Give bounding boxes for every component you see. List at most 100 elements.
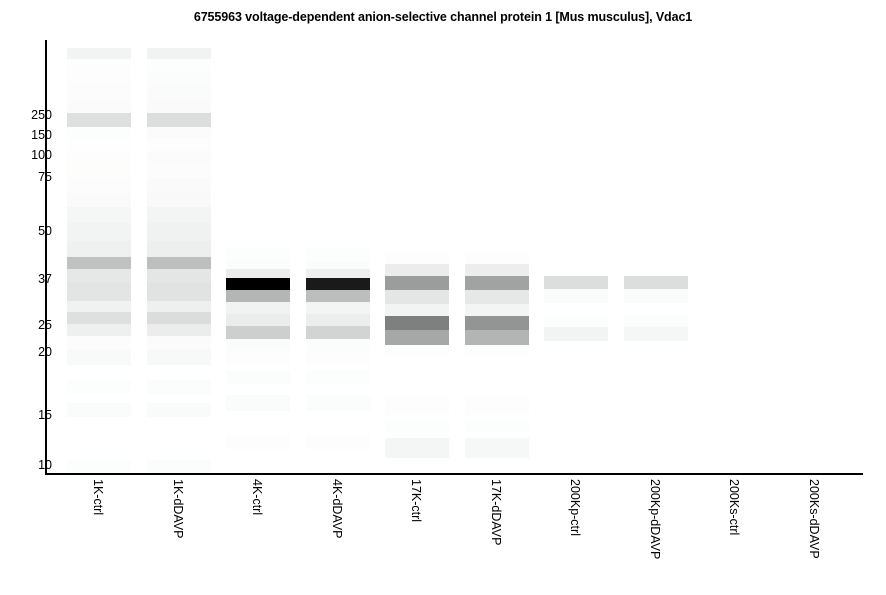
gel-band (146, 59, 211, 71)
gel-band (385, 252, 449, 264)
gel-band (544, 289, 608, 303)
gel-lane (385, 40, 449, 473)
gel-band (146, 178, 211, 193)
gel-band (146, 403, 211, 417)
gel-band (67, 178, 131, 193)
gel-band (67, 113, 131, 127)
gel-band (67, 312, 131, 324)
gel-band (67, 403, 131, 417)
gel-band (305, 290, 370, 302)
x-tick-label: 1K-dDAVP (170, 479, 185, 539)
gel-band (305, 370, 370, 384)
gel-band (67, 48, 131, 59)
x-axis-line (45, 473, 863, 475)
gel-band (67, 138, 131, 151)
gel-band (305, 269, 370, 278)
gel-band (67, 193, 131, 207)
gel-band (464, 276, 529, 290)
x-tick-label: 1K-ctrl (91, 479, 105, 516)
gel-band (67, 151, 131, 165)
gel-band (305, 435, 370, 449)
gel-band (305, 302, 370, 314)
gel-lane (226, 40, 290, 473)
gel-band (464, 438, 529, 458)
gel-band (385, 264, 449, 276)
gel-band (67, 257, 131, 269)
gel-band (146, 380, 211, 394)
y-tick-label: 150 (31, 128, 52, 142)
gel-band (226, 278, 290, 290)
gel-band (385, 345, 449, 357)
gel-band (146, 100, 211, 113)
gel-band (226, 290, 290, 302)
gel-band (67, 223, 131, 241)
gel-band (464, 304, 529, 316)
gel-band (226, 351, 290, 365)
gel-band (67, 59, 131, 71)
gel-band (464, 252, 529, 264)
gel-band (544, 315, 608, 327)
x-tick-label: 17K-ctrl (409, 479, 423, 523)
gel-band (305, 351, 370, 365)
y-tick-label: 75 (38, 170, 52, 184)
x-tick-label: 200Kp-dDAVP (647, 479, 662, 560)
gel-band (67, 350, 131, 365)
gel-band (623, 327, 688, 341)
y-tick-label: 37 (38, 272, 52, 286)
gel-band (146, 193, 211, 207)
gel-band (146, 257, 211, 269)
gel-band (226, 248, 290, 262)
gel-band (146, 241, 211, 257)
x-tick-label: 200Kp-ctrl (568, 479, 582, 536)
gel-lane (703, 40, 767, 473)
gel-band (146, 138, 211, 151)
gel-band (226, 395, 290, 411)
gel-band (464, 316, 529, 330)
gel-band (623, 315, 688, 327)
gel-band (623, 289, 688, 303)
gel-band (464, 395, 529, 415)
gel-band (146, 223, 211, 241)
gel-band (67, 71, 131, 85)
gel-band (67, 127, 131, 138)
y-tick-label: 10 (38, 458, 52, 472)
y-tick-label: 50 (38, 224, 52, 238)
gel-band (146, 282, 211, 301)
x-tick-label: 17K-dDAVP (488, 479, 503, 546)
gel-band (146, 460, 211, 473)
gel-band (385, 395, 449, 415)
x-tick-label: 4K-dDAVP (329, 479, 344, 539)
gel-band (146, 48, 211, 59)
gel-band (305, 395, 370, 411)
gel-band (464, 330, 529, 345)
x-tick-label: 200Ks-ctrl (727, 479, 741, 536)
gel-band (305, 278, 370, 290)
gel-band (464, 264, 529, 276)
gel-band (385, 316, 449, 330)
gel-band (146, 324, 211, 336)
gel-band (67, 460, 131, 473)
x-tick-label: 4K-ctrl (250, 479, 264, 516)
gel-band (385, 438, 449, 458)
gel-band (385, 420, 449, 432)
gel-band (67, 269, 131, 282)
gel-band (305, 248, 370, 262)
gel-band (305, 326, 370, 339)
gel-band (67, 207, 131, 223)
gel-band (226, 435, 290, 449)
gel-band (67, 100, 131, 113)
gel-band (226, 302, 290, 314)
gel-band (146, 165, 211, 178)
gel-band (146, 301, 211, 312)
gel-band (67, 165, 131, 178)
gel-band (146, 85, 211, 100)
gel-lane (544, 40, 608, 473)
gel-lane (67, 40, 131, 473)
y-tick-label: 25 (38, 318, 52, 332)
gel-band (385, 304, 449, 316)
gel-band (146, 207, 211, 223)
gel-band (464, 290, 529, 304)
gel-band (385, 330, 449, 345)
gel-band (385, 276, 449, 290)
